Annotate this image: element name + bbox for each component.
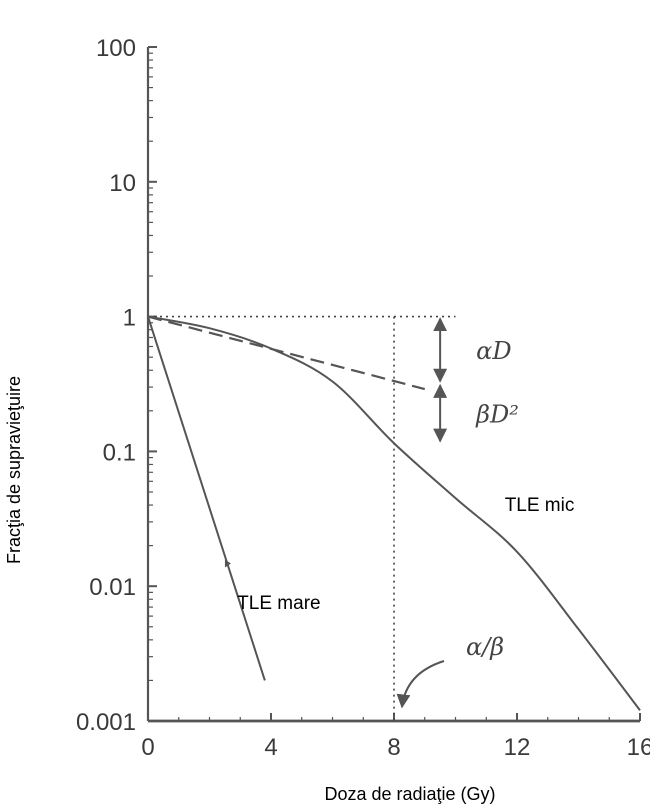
series-line-1 [147, 316, 266, 681]
x-tick-label: 4 [264, 734, 277, 761]
x-axis-title: Doza de radiaţie (Gy) [324, 784, 495, 804]
tle-mare-marker [224, 559, 231, 568]
series-label-tle-mic: TLE mic [505, 495, 575, 516]
x-tick-label: 16 [627, 734, 650, 761]
y-tick-label: 1 [123, 305, 136, 332]
annotation-label: αD [476, 337, 511, 365]
annotations: αD βD² α/β TLE mic TLE mare [237, 317, 575, 709]
series-label-tle-mare: TLE mare [237, 593, 320, 614]
series-line-2 [147, 315, 426, 391]
x-axis-ticks: 0 4 8 12 16 [141, 713, 650, 761]
annotation-label: βD² [475, 400, 519, 428]
y-tick-label: 100 [96, 35, 136, 62]
y-tick-label: 10 [109, 170, 136, 197]
x-tick-label: 8 [387, 734, 400, 761]
x-tick-label: 12 [504, 734, 531, 761]
x-tick-label: 0 [141, 734, 154, 761]
y-axis-title: Fracţia de supravieţuire [4, 376, 24, 564]
reference-lines [148, 315, 456, 721]
y-tick-label: 0.001 [76, 709, 136, 736]
annotation-label: α/β [466, 633, 504, 661]
y-tick-label: 0.1 [103, 439, 136, 466]
y-tick-label: 0.01 [89, 574, 136, 601]
annotation-arrow [396, 660, 445, 709]
series-lines [147, 315, 641, 711]
series-line-0 [147, 315, 641, 711]
y-axis-ticks: 0.001 0.01 0.1 1 10 100 [76, 35, 157, 736]
